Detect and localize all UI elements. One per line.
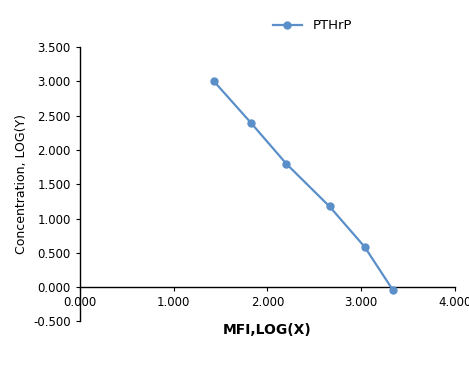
PTHrP xyxy=(362,245,367,249)
Line: PTHrP: PTHrP xyxy=(211,78,396,294)
PTHrP xyxy=(248,121,254,125)
X-axis label: MFI,LOG(X): MFI,LOG(X) xyxy=(223,323,312,337)
PTHrP xyxy=(327,204,333,209)
PTHrP xyxy=(390,288,396,292)
PTHrP xyxy=(211,79,217,84)
Y-axis label: Concentration, LOG(Y): Concentration, LOG(Y) xyxy=(15,114,28,254)
PTHrP xyxy=(284,162,289,166)
Legend: PTHrP: PTHrP xyxy=(267,14,357,38)
